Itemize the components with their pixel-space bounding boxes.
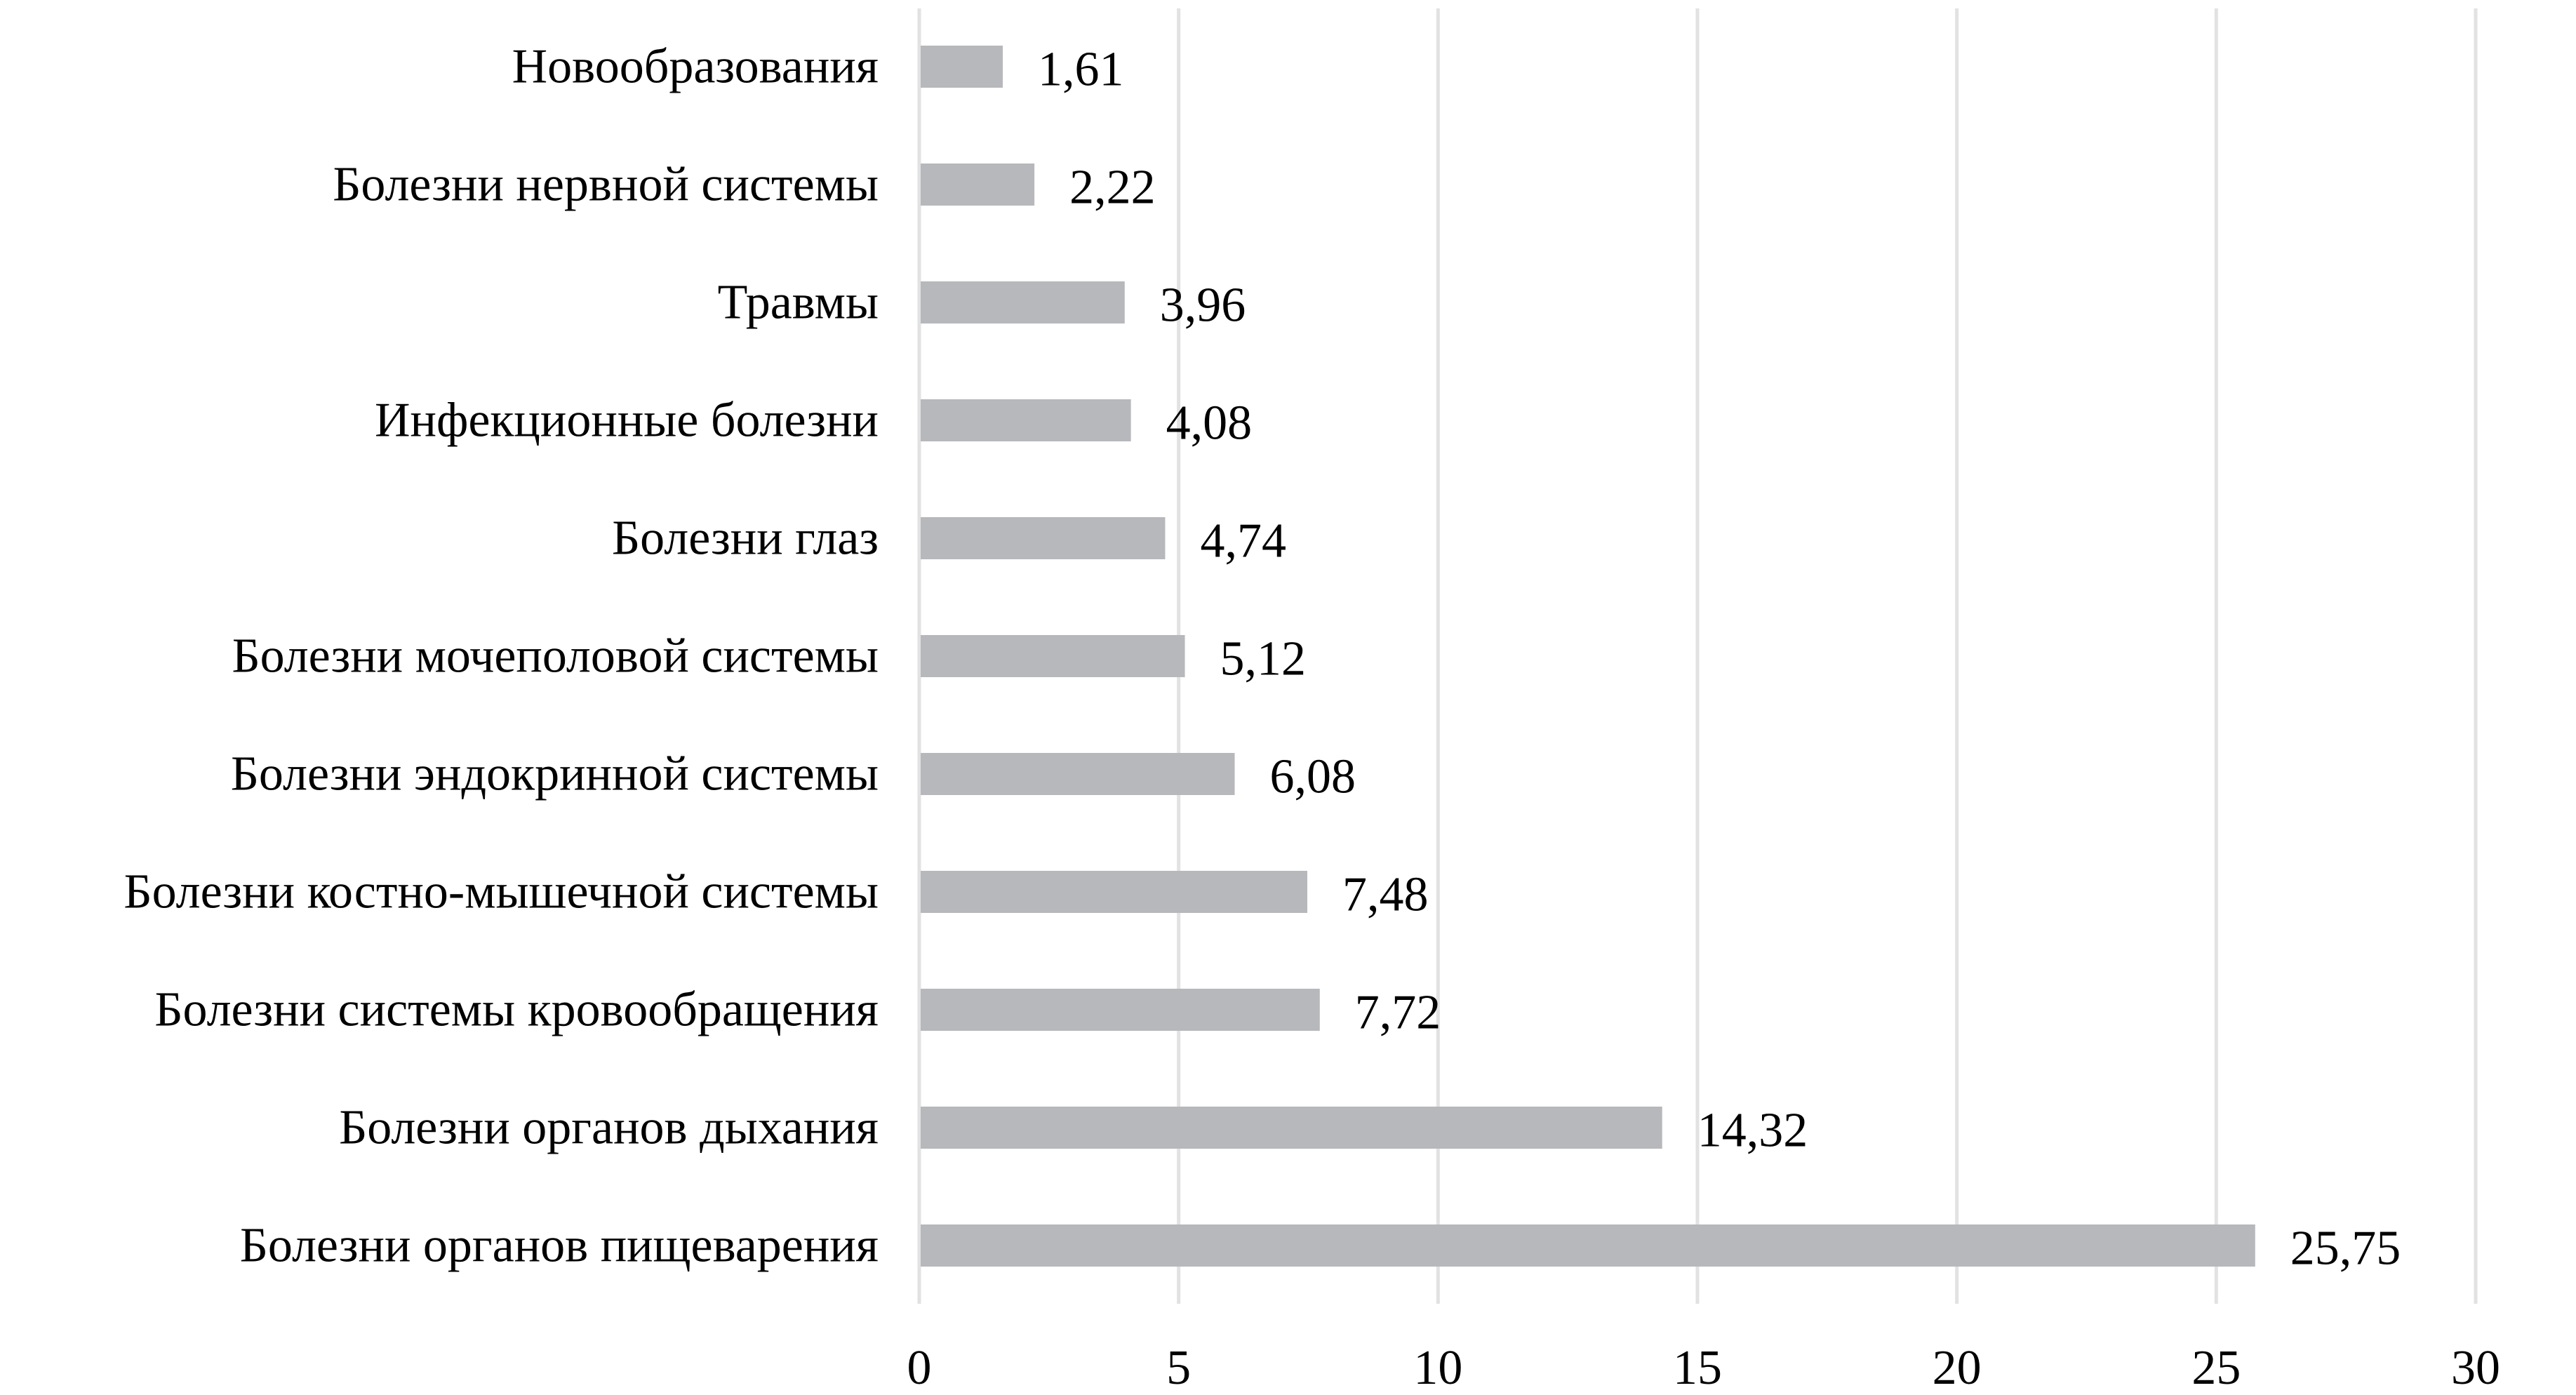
x-tick-label: 15 <box>1673 1341 1722 1395</box>
bar <box>921 46 1003 88</box>
bar <box>921 163 1035 206</box>
category-label: Травмы <box>718 276 879 330</box>
bar <box>921 635 1185 677</box>
value-label: 2,22 <box>1069 161 1156 215</box>
value-label: 4,74 <box>1200 514 1286 568</box>
value-label: 7,48 <box>1342 868 1429 922</box>
bar <box>921 753 1235 795</box>
category-label: Болезни системы кровообращения <box>154 983 879 1037</box>
bar <box>921 517 1166 559</box>
x-tick-label: 10 <box>1413 1341 1462 1395</box>
bar <box>921 1107 1662 1149</box>
x-tick-label: 5 <box>1166 1341 1191 1395</box>
category-label: Болезни глаз <box>612 512 879 566</box>
value-label: 3,96 <box>1160 279 1246 333</box>
category-label: Болезни нервной системы <box>333 158 879 212</box>
category-label: Болезни эндокринной системы <box>231 747 879 801</box>
value-label: 14,32 <box>1697 1104 1808 1158</box>
x-tick-label: 25 <box>2191 1341 2241 1395</box>
category-labels: Новообразования Болезни нервной системы Тр… <box>124 40 879 1273</box>
category-label: Болезни костно-мышечной системы <box>124 865 879 919</box>
value-label: 1,61 <box>1038 43 1124 97</box>
bar <box>921 989 1320 1031</box>
value-label: 7,72 <box>1355 986 1441 1040</box>
value-label: 5,12 <box>1220 632 1307 686</box>
value-label: 25,75 <box>2290 1222 2401 1276</box>
x-tick-label: 20 <box>1933 1341 1982 1395</box>
x-axis-tick-labels: 0 5 10 15 20 25 30 <box>907 1341 2501 1395</box>
gridlines <box>917 8 2478 1304</box>
category-label: Болезни органов пищеварения <box>240 1219 879 1273</box>
bar <box>921 871 1308 913</box>
value-label: 4,08 <box>1166 396 1253 450</box>
bar <box>921 1224 2255 1267</box>
bar <box>921 281 1125 323</box>
category-label: Болезни мочеполовой системы <box>232 629 879 683</box>
value-label: 6,08 <box>1270 750 1356 804</box>
x-tick-label: 0 <box>907 1341 932 1395</box>
value-labels: 1,61 2,22 3,96 4,08 4,74 5,12 6,08 7,48 7,72 14,3… <box>1038 43 2401 1276</box>
x-tick-label: 30 <box>2451 1341 2500 1395</box>
category-label: Инфекционные болезни <box>375 394 879 448</box>
category-label: Новообразования <box>512 40 879 94</box>
bars <box>921 46 2255 1267</box>
bar <box>921 399 1131 441</box>
category-label: Болезни органов дыхания <box>339 1101 879 1155</box>
